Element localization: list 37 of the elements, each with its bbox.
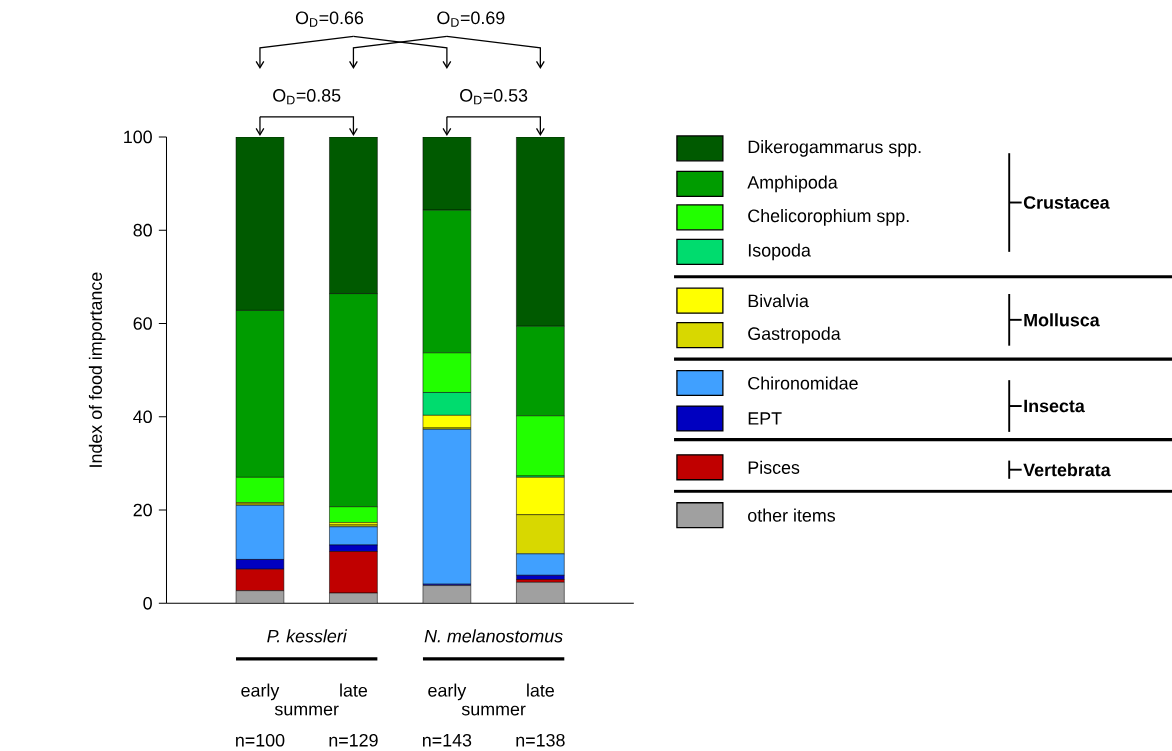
y-tick-label: 0 xyxy=(143,597,152,610)
legend-label: Gastropoda xyxy=(748,326,841,344)
y-tick-label: 20 xyxy=(133,503,152,517)
x-tick-label: early xyxy=(241,683,280,701)
text: n=138 xyxy=(516,734,565,747)
text: n=129 xyxy=(329,734,378,747)
legend-label: EPT xyxy=(748,412,782,425)
text: Vertebrata xyxy=(1023,463,1111,477)
text: O$_{D}$=0.69 xyxy=(437,11,505,27)
x-tick-label: early xyxy=(428,683,467,701)
text: O$_{D}$=0.66 xyxy=(295,11,364,27)
text: Insecta xyxy=(1024,399,1085,413)
text: P. kessleri xyxy=(267,629,348,643)
text: O$_{D}$=0.53 xyxy=(460,89,528,105)
text: summer xyxy=(461,705,526,716)
text: Crustacea xyxy=(1023,196,1110,209)
legend-label: other items xyxy=(748,508,836,522)
x-tick-label: late xyxy=(527,683,554,697)
legend-label: Chelicorophium spp. xyxy=(748,209,909,226)
y-axis-title: Index of food importance xyxy=(88,272,106,467)
legend-label: Pisces xyxy=(748,460,800,474)
y-tick-label: 80 xyxy=(133,223,152,237)
text: N. melanostomus xyxy=(424,629,563,643)
text: n=143 xyxy=(422,734,472,747)
text: summer xyxy=(274,705,339,716)
legend-label: Isopoda xyxy=(748,243,811,261)
y-tick-label: 60 xyxy=(133,317,152,330)
x-tick-label: late xyxy=(340,683,368,697)
text: n=100 xyxy=(236,734,285,747)
legend-label: Bivalvia xyxy=(748,294,809,308)
legend-label: Amphipoda xyxy=(747,175,838,193)
y-tick-label: 40 xyxy=(133,410,152,424)
y-tick-label: 100 xyxy=(124,130,152,144)
legend-label: Dikerogammarus spp. xyxy=(748,140,921,157)
legend-label: Chironomidae xyxy=(748,376,858,390)
text: O$_{D}$=0.85 xyxy=(273,89,341,105)
text: Mollusca xyxy=(1024,313,1100,327)
